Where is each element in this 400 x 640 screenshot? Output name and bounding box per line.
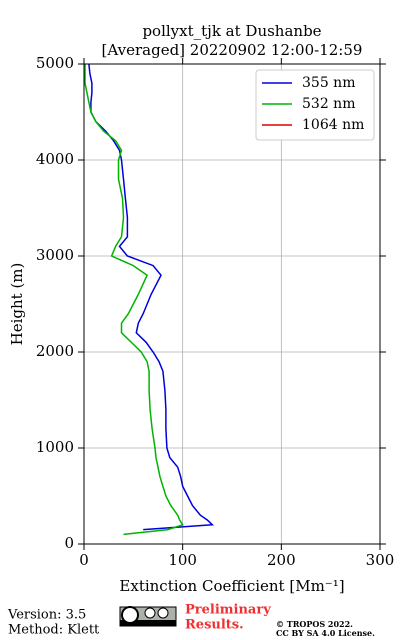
x-tick-label: 0	[79, 551, 89, 569]
legend-label: 532 nm	[302, 96, 355, 112]
profile-line	[88, 63, 215, 531]
chart-title: pollyxt_tjk at Dushanbe	[142, 22, 321, 40]
legend-label: 355 nm	[302, 75, 355, 91]
y-tick-label: 0	[64, 534, 74, 552]
legend-label: 1064 nm	[302, 117, 364, 133]
plot-frame	[83, 63, 381, 545]
legend-box	[255, 69, 375, 141]
x-tick-label: 200	[267, 551, 296, 569]
status: Preliminary	[185, 603, 271, 618]
chart-title: [Averaged] 20220902 12:00-12:59	[102, 41, 363, 59]
profile-line	[84, 64, 184, 536]
method: Method: Klett	[8, 623, 100, 638]
y-tick-label: 3000	[36, 246, 74, 264]
cc-logo	[119, 606, 177, 627]
y-tick-label: 4000	[36, 150, 74, 168]
x-tick-label: 100	[168, 551, 197, 569]
status: Results.	[185, 618, 244, 633]
license: CC BY SA 4.0 License.	[276, 628, 375, 638]
y-tick-label: 1000	[36, 438, 74, 456]
version: Version: 3.5	[7, 608, 86, 623]
y-tick-label: 5000	[36, 54, 74, 72]
x-axis-label: Extinction Coefficient [Mm⁻¹]	[119, 577, 344, 595]
y-axis-label: Height (m)	[8, 263, 26, 346]
copyright: © TROPOS 2022.	[276, 619, 353, 629]
y-tick-label: 2000	[36, 342, 74, 360]
x-tick-label: 300	[366, 551, 395, 569]
